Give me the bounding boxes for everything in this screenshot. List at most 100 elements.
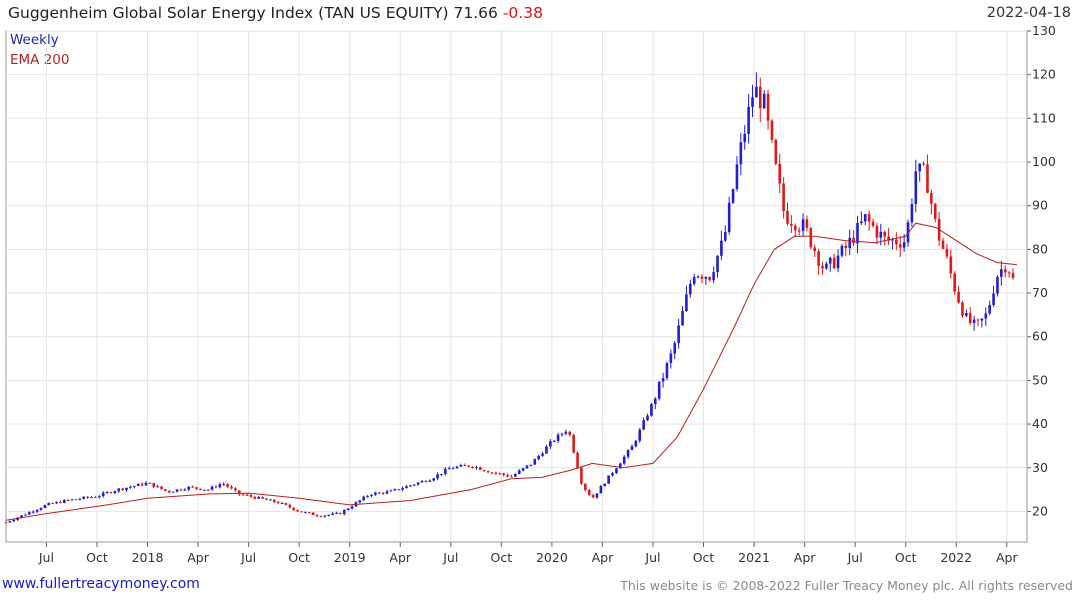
candle-body: [444, 468, 447, 474]
candle-body: [692, 276, 696, 284]
candle-body: [805, 219, 809, 228]
y-tick-label: 20: [1032, 503, 1048, 518]
candle-body: [654, 398, 657, 404]
candle-body: [556, 434, 560, 441]
candle-body: [31, 511, 35, 513]
candle-body: [156, 486, 159, 488]
candle-body: [55, 501, 58, 504]
candle-body: [918, 163, 921, 172]
title-text: Guggenheim Global Solar Energy Index (TA…: [8, 4, 449, 22]
y-tick-label: 70: [1032, 285, 1048, 300]
candle-body: [860, 221, 863, 223]
candle-body: [622, 456, 626, 464]
candle-body: [743, 133, 747, 143]
y-tick-label: 90: [1032, 198, 1048, 213]
candle-body: [307, 512, 311, 514]
candle-body: [945, 248, 949, 257]
price-change: -0.38: [502, 4, 543, 22]
candle-body: [179, 489, 183, 491]
candle-body: [206, 489, 210, 491]
candle-body: [424, 480, 428, 482]
candle-body: [863, 214, 867, 222]
candle-body: [269, 499, 272, 501]
candle-body: [20, 515, 23, 518]
y-tick-label: 80: [1032, 241, 1048, 256]
candle-body: [191, 486, 194, 488]
plot-frame: [5, 30, 1028, 543]
candle-body: [525, 465, 529, 469]
x-tick-label: Apr: [996, 550, 1018, 565]
candle-body: [790, 223, 793, 226]
candle-body: [432, 478, 435, 481]
candle-body: [8, 521, 12, 523]
chart-date: 2022-04-18: [986, 5, 1071, 21]
candle-body: [681, 310, 684, 326]
candle-body: [669, 353, 673, 364]
candle-body: [809, 227, 813, 248]
candle-body: [992, 293, 995, 305]
candle-body: [677, 325, 680, 344]
candle-body: [976, 319, 980, 321]
candle-body: [661, 378, 665, 382]
candle-body: [720, 240, 723, 256]
candle-body: [12, 519, 16, 522]
candle-body: [113, 491, 117, 494]
candle-body: [304, 512, 307, 514]
x-tick-label: 2022: [940, 550, 972, 565]
candle-body: [342, 510, 346, 515]
candle-body: [968, 313, 972, 323]
candle-body: [482, 470, 486, 472]
candle-body: [467, 465, 470, 467]
candle-body: [463, 464, 467, 466]
candle-body: [700, 276, 704, 279]
candle-body: [813, 247, 817, 252]
candle-body: [436, 474, 439, 479]
candle-body: [634, 440, 638, 447]
candle-body: [39, 508, 43, 510]
candle-body: [922, 163, 925, 165]
candle-body: [74, 499, 78, 501]
candle-body: [164, 489, 167, 491]
y-tick-label: 40: [1032, 416, 1048, 431]
candle-body: [735, 164, 739, 190]
candle-body: [475, 467, 478, 469]
candle-body: [94, 497, 97, 499]
candle-body: [440, 473, 443, 475]
candle-body: [657, 381, 661, 399]
candle-body: [486, 471, 490, 473]
candle-body: [226, 484, 229, 487]
candle-body: [362, 496, 365, 501]
candle-body: [988, 304, 991, 314]
x-tick-label: 2018: [132, 550, 164, 565]
candle-body: [366, 495, 369, 497]
candle-body: [90, 497, 93, 499]
candle-body: [300, 511, 303, 513]
candle-body: [825, 263, 828, 269]
candle-body: [125, 487, 128, 490]
candle-body: [517, 470, 521, 474]
candle-body: [953, 273, 956, 292]
candle-body: [887, 236, 890, 241]
candle-body: [133, 485, 136, 487]
candle-body: [498, 473, 502, 475]
site-link[interactable]: www.fullertreacymoney.com: [2, 576, 200, 592]
candle-body: [381, 492, 385, 494]
candle-body: [696, 276, 700, 278]
candle-body: [564, 431, 568, 434]
candle-body: [972, 319, 976, 323]
candle-body: [405, 486, 408, 489]
candle-body: [350, 506, 354, 509]
candle-body: [766, 93, 770, 121]
candle-body: [117, 488, 121, 492]
x-tick-label: 2021: [738, 550, 770, 565]
candle-body: [261, 496, 264, 499]
candle-body: [572, 434, 575, 453]
candle-body: [731, 189, 735, 203]
candle-body: [712, 272, 715, 281]
candle-body: [78, 498, 82, 500]
candle-body: [774, 139, 778, 164]
ema-200-line: [5, 222, 1017, 521]
x-tick-label: Jul: [442, 550, 458, 565]
candle-body: [230, 486, 233, 489]
candle-body: [770, 120, 774, 140]
